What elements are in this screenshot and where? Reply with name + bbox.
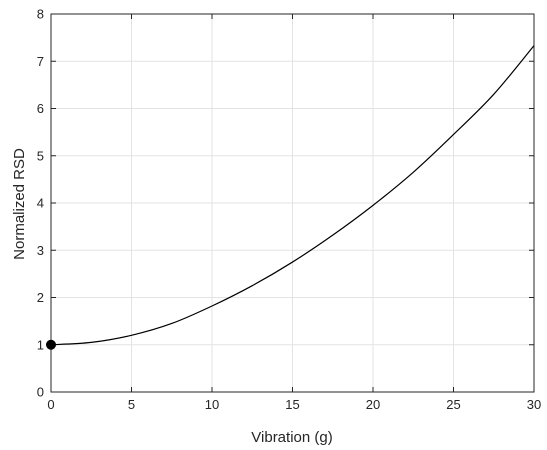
y-tick-label: 5 (37, 148, 44, 163)
x-axis-label: Vibration (g) (251, 429, 332, 446)
x-tick-label: 0 (47, 397, 54, 412)
y-tick-label: 3 (37, 243, 44, 258)
y-tick-label: 0 (37, 385, 44, 400)
x-tick-label: 10 (205, 397, 219, 412)
x-tick-label: 20 (366, 397, 380, 412)
y-tick-label: 6 (37, 101, 44, 116)
series-line-0 (50, 45, 535, 346)
y-tick-label: 8 (37, 7, 44, 22)
y-axis-label: Normalized RSD (11, 148, 28, 260)
y-tick-label: 1 (37, 337, 44, 352)
x-tick-label: 25 (446, 397, 460, 412)
x-axis: 0 5 10 15 20 25 30 (47, 14, 541, 412)
x-tick-label: 15 (285, 397, 299, 412)
y-tick-label: 7 (37, 54, 44, 69)
x-tick-label: 5 (128, 397, 135, 412)
y-axis: 0 1 2 3 4 5 6 7 8 (37, 7, 534, 400)
y-tick-label: 4 (37, 196, 44, 211)
y-tick-label: 2 (37, 290, 44, 305)
marker-layer (46, 339, 56, 350)
grid (50, 13, 535, 393)
series-layer (50, 45, 535, 346)
x-tick-label: 30 (527, 397, 541, 412)
data-point-marker (46, 339, 56, 350)
